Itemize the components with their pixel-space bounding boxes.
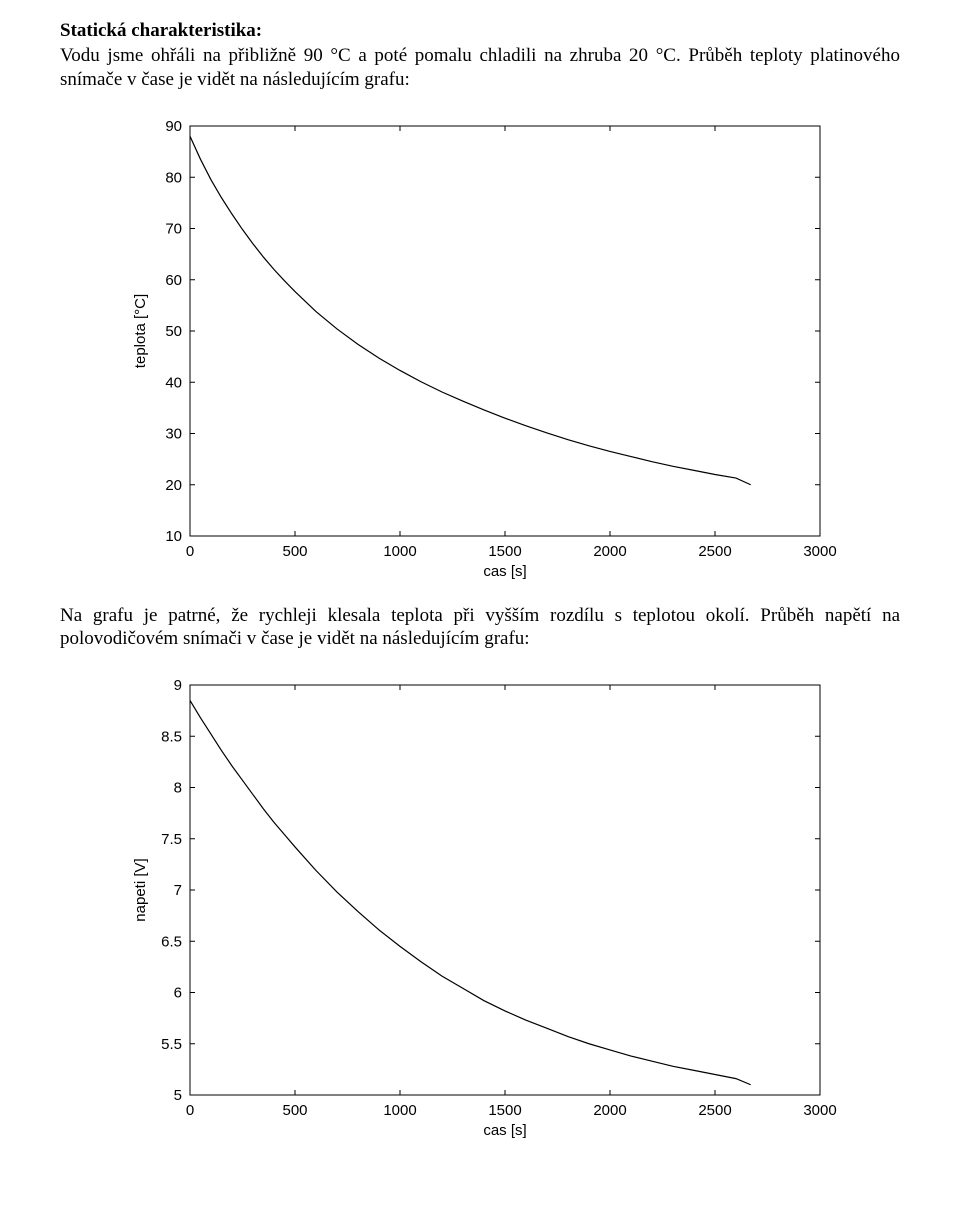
svg-text:2500: 2500 xyxy=(698,543,731,560)
svg-text:9: 9 xyxy=(174,677,182,694)
svg-text:0: 0 xyxy=(186,1102,194,1119)
paragraph-2: Na grafu je patrné, že rychleji klesala … xyxy=(60,604,900,652)
svg-text:10: 10 xyxy=(165,528,182,545)
svg-text:60: 60 xyxy=(165,271,182,288)
svg-text:70: 70 xyxy=(165,220,182,237)
svg-text:2500: 2500 xyxy=(698,1102,731,1119)
svg-text:500: 500 xyxy=(282,1102,307,1119)
chart-voltage: 0 500 1000 1500 2000 2500 3000 5 5.5 6 6.5 7 7.5 8 8.5… xyxy=(120,665,840,1145)
svg-text:8.5: 8.5 xyxy=(161,728,182,745)
section-heading: Statická charakteristika: xyxy=(60,20,900,42)
svg-text:50: 50 xyxy=(165,323,182,340)
svg-text:cas [s]: cas [s] xyxy=(483,563,526,580)
svg-text:40: 40 xyxy=(165,374,182,391)
svg-text:7.5: 7.5 xyxy=(161,831,182,848)
svg-text:80: 80 xyxy=(165,169,182,186)
svg-text:1500: 1500 xyxy=(488,1102,521,1119)
paragraph-1: Vodu jsme ohřáli na přibližně 90 °C a po… xyxy=(60,44,900,92)
svg-text:20: 20 xyxy=(165,476,182,493)
svg-text:napeti [V]: napeti [V] xyxy=(132,858,149,921)
svg-text:teplota [°C]: teplota [°C] xyxy=(132,293,149,367)
svg-text:30: 30 xyxy=(165,425,182,442)
svg-text:5: 5 xyxy=(174,1087,182,1104)
svg-text:1500: 1500 xyxy=(488,543,521,560)
svg-text:2000: 2000 xyxy=(593,1102,626,1119)
svg-text:8: 8 xyxy=(174,780,182,797)
svg-text:2000: 2000 xyxy=(593,543,626,560)
svg-text:cas [s]: cas [s] xyxy=(483,1122,526,1139)
svg-text:3000: 3000 xyxy=(803,1102,836,1119)
chart-temperature: 0 500 1000 1500 2000 2500 3000 10 20 30 40 50 60 70 80… xyxy=(120,106,840,586)
svg-text:3000: 3000 xyxy=(803,543,836,560)
svg-text:0: 0 xyxy=(186,543,194,560)
svg-text:6: 6 xyxy=(174,985,182,1002)
svg-text:7: 7 xyxy=(174,882,182,899)
svg-text:500: 500 xyxy=(282,543,307,560)
svg-text:1000: 1000 xyxy=(383,543,416,560)
svg-text:6.5: 6.5 xyxy=(161,933,182,950)
svg-text:1000: 1000 xyxy=(383,1102,416,1119)
svg-text:90: 90 xyxy=(165,118,182,135)
svg-text:5.5: 5.5 xyxy=(161,1036,182,1053)
